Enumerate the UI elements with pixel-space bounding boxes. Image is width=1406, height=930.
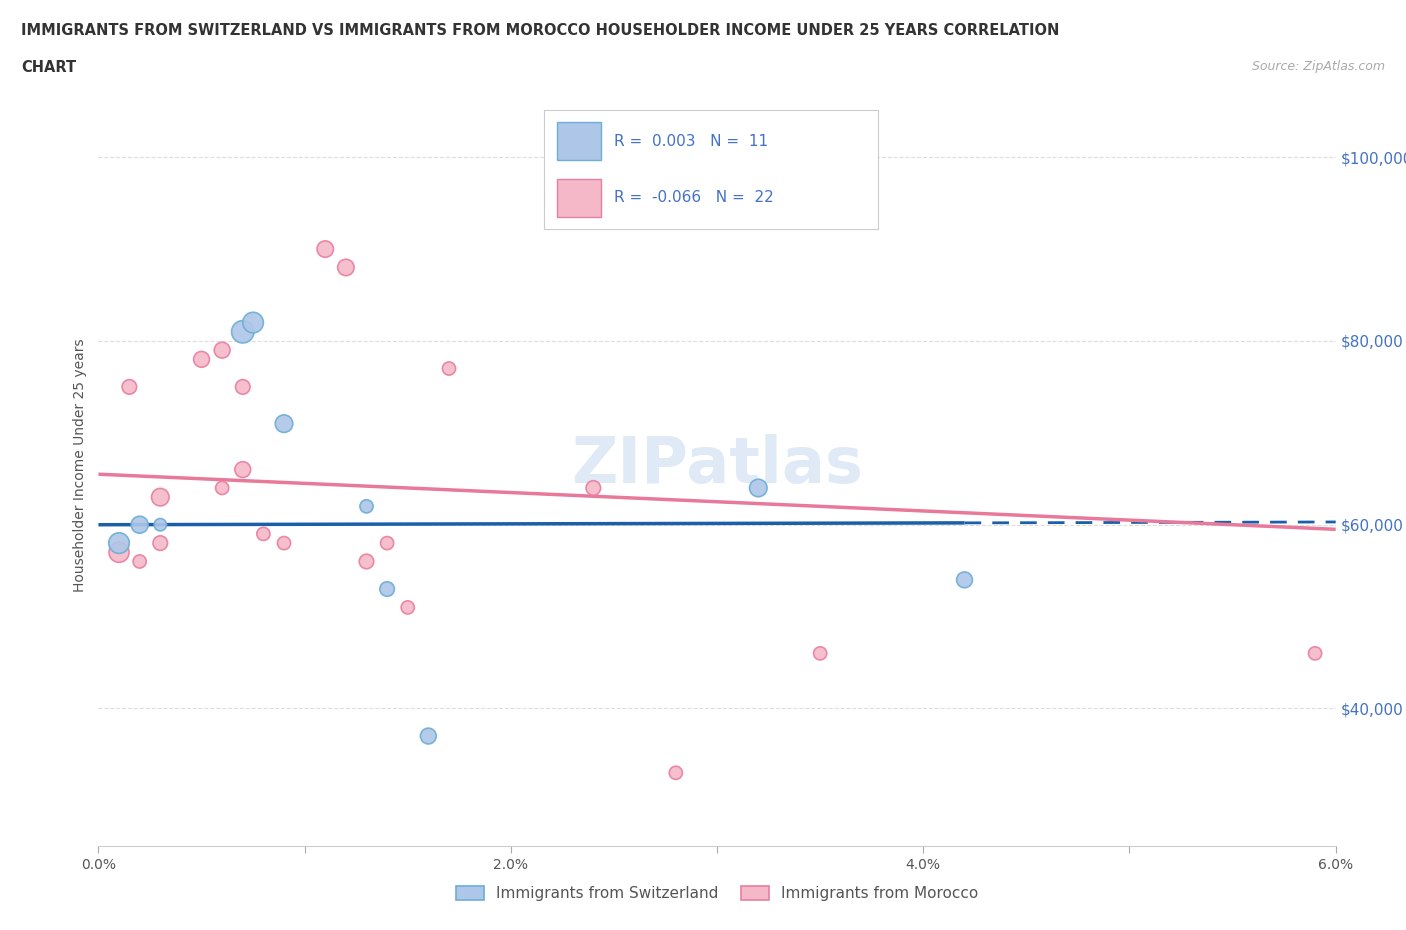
Point (149, 536, 172, 551)
Point (396, 600, 419, 615)
Point (149, 517, 172, 532)
Point (418, 728, 440, 743)
Point (747, 481, 769, 496)
Point (232, 462, 254, 477)
Point (273, 536, 295, 551)
Point (108, 545, 131, 560)
Point (190, 352, 212, 366)
Point (211, 481, 233, 496)
Text: IMMIGRANTS FROM SWITZERLAND VS IMMIGRANTS FROM MOROCCO HOUSEHOLDER INCOME UNDER : IMMIGRANTS FROM SWITZERLAND VS IMMIGRANT… (21, 23, 1060, 38)
Point (232, 379, 254, 394)
Point (1303, 646, 1326, 661)
Y-axis label: Householder Income Under 25 years: Householder Income Under 25 years (73, 339, 87, 591)
Text: Source: ZipAtlas.com: Source: ZipAtlas.com (1251, 60, 1385, 73)
Point (437, 361, 460, 376)
Point (314, 242, 336, 257)
Legend: Immigrants from Switzerland, Immigrants from Morocco: Immigrants from Switzerland, Immigrants … (450, 880, 984, 908)
Point (232, 325, 254, 339)
Point (356, 498, 378, 513)
Point (953, 572, 976, 587)
Point (242, 315, 264, 330)
Text: CHART: CHART (21, 60, 76, 75)
Point (252, 526, 274, 541)
Point (108, 536, 131, 551)
Point (149, 490, 172, 505)
Point (128, 517, 150, 532)
Point (808, 646, 831, 661)
Point (128, 554, 150, 569)
Point (335, 260, 357, 275)
Point (211, 343, 233, 358)
Point (665, 765, 688, 780)
Point (118, 379, 141, 394)
Point (375, 581, 398, 596)
Point (356, 554, 378, 569)
Point (375, 536, 398, 551)
Point (582, 481, 605, 496)
Text: ZIPatlas: ZIPatlas (571, 434, 863, 496)
Point (273, 417, 295, 432)
